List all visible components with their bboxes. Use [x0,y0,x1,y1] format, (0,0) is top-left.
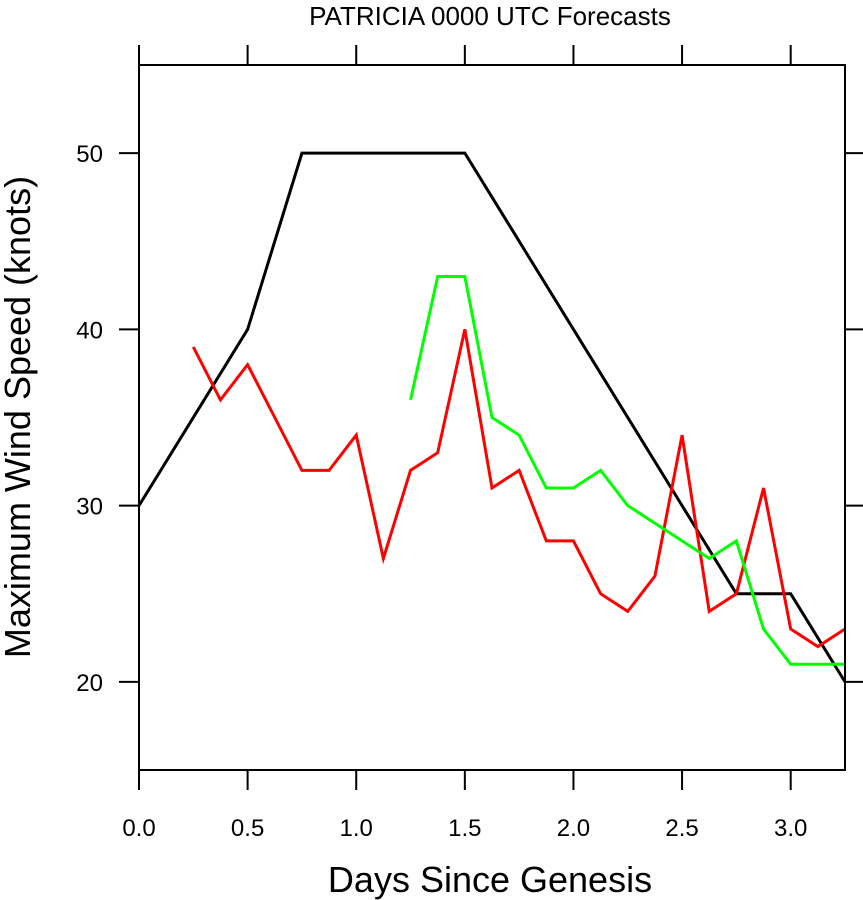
series-line-black [137,151,847,683]
x-tick-label: 0.5 [231,815,264,842]
series-layer [137,151,847,683]
chart-title: PATRICIA 0000 UTC Forecasts [309,1,671,31]
axis-ticks: 0.0 0.5 1.0 1.5 2.0 2.5 3.0 20 30 40 50 [76,45,863,842]
plot-frame [138,64,846,771]
x-tick-label: 2.5 [665,815,698,842]
y-tick-label: 40 [76,317,103,344]
y-axis-title: Maximum Wind Speed (knots) [0,176,38,658]
x-axis-title: Days Since Genesis [328,859,652,900]
y-tick-label: 50 [76,141,103,168]
y-tick-label: 20 [76,670,103,697]
series-line-red [191,329,846,649]
x-tick-label: 1.5 [448,815,481,842]
y-tick-label: 30 [76,494,103,521]
x-tick-label: 2.0 [557,815,590,842]
x-tick-label: 1.0 [340,815,373,842]
x-tick-label: 0.0 [122,815,155,842]
series-line-green [409,275,845,666]
x-tick-label: 3.0 [774,815,807,842]
